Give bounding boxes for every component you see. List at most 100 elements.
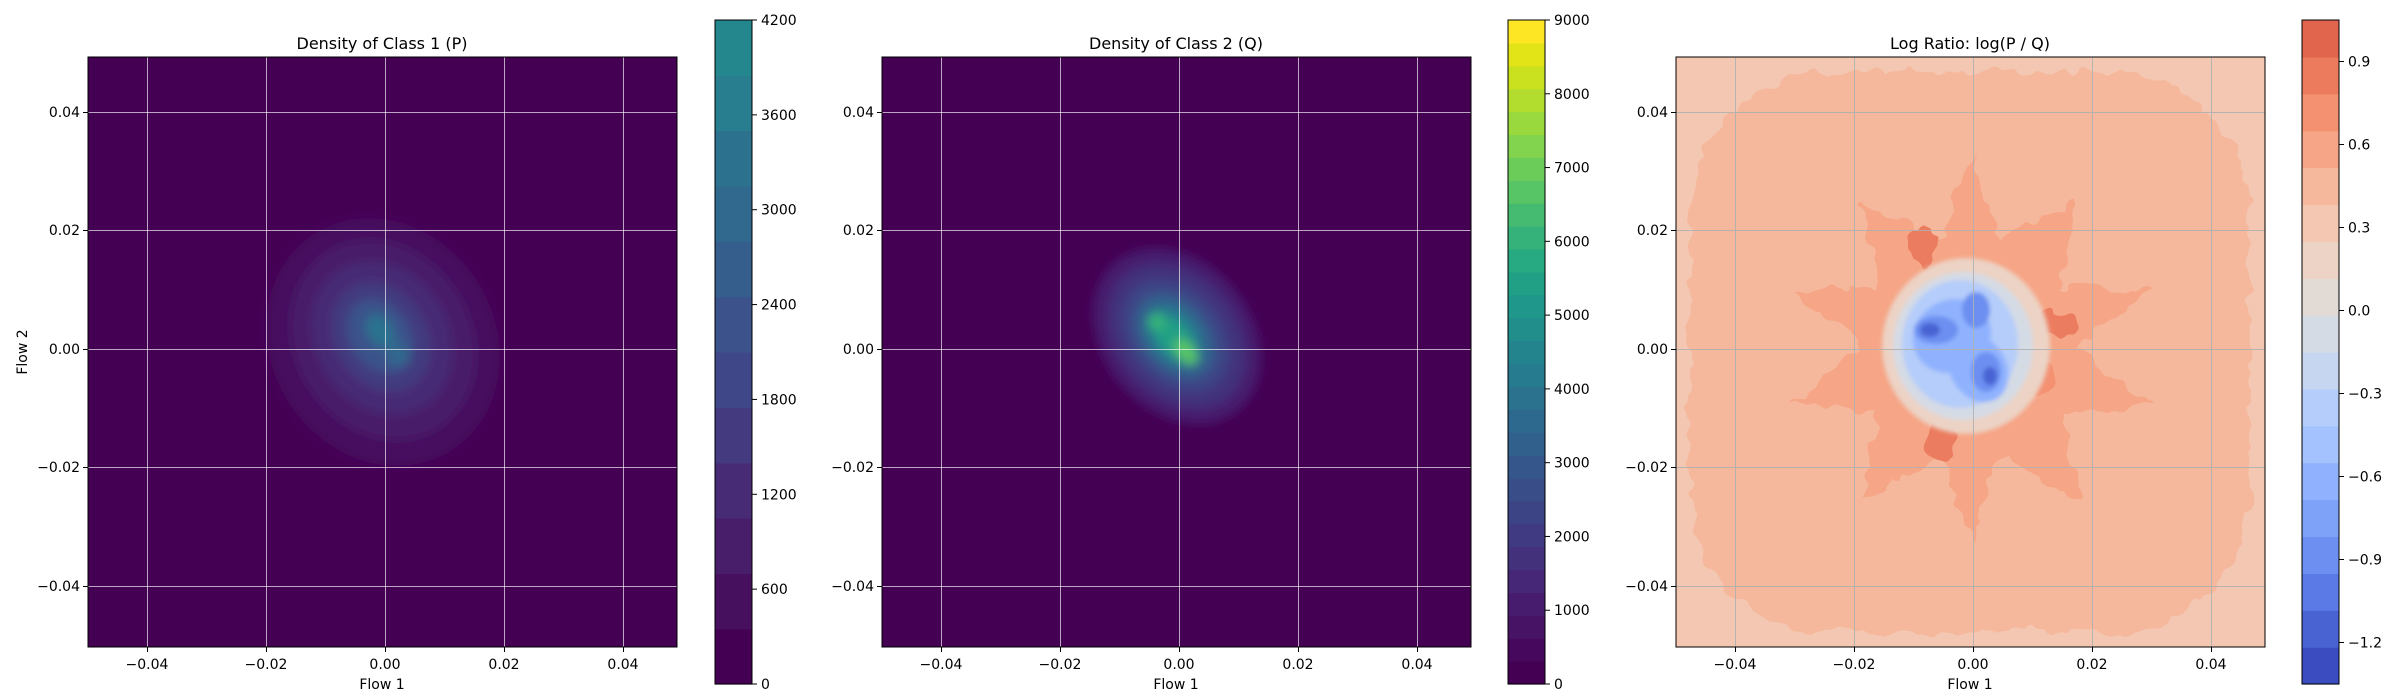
y-tick-label: 0.00 — [49, 342, 80, 358]
x-tick-label: −0.04 — [126, 657, 169, 673]
colorbar-tick-label: 4200 — [761, 13, 797, 29]
colorbar-band — [1508, 340, 1545, 365]
x-tick-labels-ratio: −0.04 −0.02 0.00 0.02 0.04 — [1714, 657, 2227, 673]
colorbar-band — [2302, 610, 2339, 648]
colorbar-band — [2302, 462, 2339, 501]
colorbar-band — [1508, 638, 1545, 662]
panel-title-ratio: Log Ratio: log(P / Q) — [1890, 34, 2050, 53]
y-tick-label: 0.02 — [843, 223, 874, 239]
colorbar-band — [1508, 455, 1545, 479]
panel-title-p: Density of Class 1 (P) — [297, 34, 468, 53]
colorbar-tick-label: −1.2 — [2348, 636, 2382, 652]
colorbar-band — [715, 407, 752, 464]
colorbar-band — [1508, 111, 1545, 136]
tick-marks-ratio — [1671, 112, 2212, 652]
colorbar-band — [1508, 592, 1545, 616]
colorbar-band — [1508, 294, 1545, 319]
x-tick-label: −0.02 — [1039, 657, 1082, 673]
x-axis-label-ratio: Flow 1 — [1947, 677, 1992, 693]
colorbar-bands-p — [715, 20, 752, 685]
y-tick-label: 0.04 — [843, 105, 874, 121]
colorbar-band — [1508, 157, 1545, 181]
colorbar-band — [2302, 573, 2339, 611]
tick-marks-p — [83, 112, 624, 652]
panel-density-q: −0.04 −0.02 0.00 0.02 0.04 −0.04 −0.02 0… — [831, 13, 1590, 693]
colorbar-tick-label: 6000 — [1554, 234, 1590, 250]
colorbar-band — [2302, 388, 2339, 427]
colorbar-band — [715, 186, 752, 242]
colorbar-tick-label: 0.6 — [2348, 138, 2370, 154]
colorbar-band — [2302, 647, 2339, 685]
colorbar-tick-label: 0 — [1554, 677, 1563, 693]
colorbar-band — [1508, 65, 1545, 90]
colorbar-tick-label: 1200 — [761, 487, 797, 503]
x-tick-label: −0.04 — [920, 657, 963, 673]
colorbar-tick-label: 0 — [761, 677, 770, 693]
colorbar-band — [2302, 130, 2339, 169]
ratio-level-neg1.2 — [1920, 323, 1940, 337]
colorbar-band — [2302, 536, 2339, 574]
colorbar-bands-q — [1508, 20, 1545, 685]
panel-density-p: −0.04 −0.02 0.00 0.02 0.04 −0.04 −0.02 0… — [15, 13, 797, 693]
colorbar-q: 0 1000 2000 3000 4000 5000 6000 7000 8000 9000 — [1507, 13, 1590, 693]
x-tick-label: 0.00 — [369, 657, 400, 673]
colorbar-tick-label: 8000 — [1554, 87, 1590, 103]
y-tick-labels-p: −0.04 −0.02 0.00 0.02 0.04 — [37, 105, 80, 595]
y-tick-labels-q: −0.04 −0.02 0.00 0.02 0.04 — [831, 105, 874, 595]
density-blob-p — [266, 218, 500, 466]
colorbar-band — [715, 296, 752, 353]
colorbar-band — [2302, 241, 2339, 279]
colorbar-band — [715, 518, 752, 574]
y-tick-label: −0.02 — [831, 460, 874, 476]
plot-area-q — [882, 57, 1471, 647]
y-tick-label: 0.04 — [1637, 105, 1668, 121]
colorbar-tick-label: 3600 — [761, 108, 797, 124]
colorbar-band — [2302, 20, 2339, 58]
axes-frame-q — [881, 56, 1472, 648]
colorbar-band — [1508, 615, 1545, 639]
colorbar-band — [1508, 432, 1545, 456]
grid-q — [882, 57, 1471, 647]
colorbar-ticks-q: 0 1000 2000 3000 4000 5000 6000 7000 8000 9000 — [1545, 13, 1590, 693]
ratio-level-neg1.2 — [1983, 367, 1997, 385]
grid-ratio — [1676, 57, 2265, 647]
colorbar-band — [2302, 352, 2339, 390]
y-tick-label: 0.04 — [49, 105, 80, 121]
colorbar-band — [715, 462, 752, 519]
y-tick-label: −0.02 — [1625, 460, 1668, 476]
x-tick-label: 0.00 — [1957, 657, 1988, 673]
colorbar-tick-label: 0.0 — [2348, 304, 2370, 320]
axes-frame-ratio — [1675, 56, 2266, 648]
x-tick-label: 0.02 — [488, 657, 519, 673]
x-tick-label: 0.00 — [1163, 657, 1194, 673]
x-tick-label: 0.02 — [1282, 657, 1313, 673]
colorbar-band — [1508, 88, 1545, 113]
y-tick-label: −0.04 — [831, 579, 874, 595]
colorbar-band — [1508, 134, 1545, 158]
colorbar-tick-label: 1800 — [761, 392, 797, 408]
colorbar-ticks-p: 0 600 1200 1800 2400 3000 3600 4200 — [752, 13, 797, 693]
y-tick-label: −0.04 — [37, 579, 80, 595]
colorbar-tick-label: 0.3 — [2348, 221, 2370, 237]
colorbar-tick-label: 7000 — [1554, 161, 1590, 177]
y-axis-label-p: Flow 2 — [15, 329, 31, 374]
x-axis-label-q: Flow 1 — [1153, 677, 1198, 693]
y-tick-labels-ratio: −0.04 −0.02 0.00 0.02 0.04 — [1625, 105, 1668, 595]
plot-area-p — [88, 57, 677, 647]
y-tick-label: 0.02 — [1637, 223, 1668, 239]
x-tick-label: −0.04 — [1714, 657, 1757, 673]
colorbar-ticks-ratio: −1.2 −0.9 −0.6 −0.3 0.0 0.3 0.6 0.9 — [2339, 55, 2382, 652]
panel-log-ratio: −0.04 −0.02 0.00 0.02 0.04 −0.04 −0.02 0… — [1625, 19, 2382, 693]
colorbar-tick-label: 600 — [761, 582, 788, 598]
colorbar-frame-p — [714, 19, 753, 685]
y-tick-label: 0.02 — [49, 223, 80, 239]
colorbar-band — [1508, 523, 1545, 548]
colorbar-band — [1508, 20, 1545, 44]
colorbar-band — [1508, 226, 1545, 250]
colorbar-tick-label: 9000 — [1554, 13, 1590, 29]
colorbar-band — [715, 20, 752, 76]
colorbar-band — [1508, 546, 1545, 571]
axes-frame-p — [87, 56, 678, 648]
x-tick-labels-q: −0.04 −0.02 0.00 0.02 0.04 — [920, 657, 1433, 673]
colorbar-band — [2302, 278, 2339, 316]
